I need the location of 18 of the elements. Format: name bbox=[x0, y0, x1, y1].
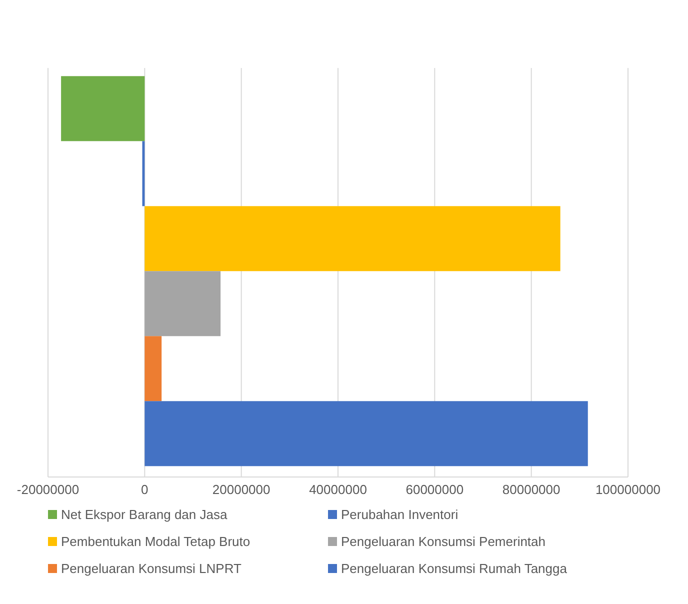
x-tick-label: 40000000 bbox=[309, 482, 367, 498]
x-tick-label: 80000000 bbox=[502, 482, 560, 498]
x-tick-label: 60000000 bbox=[406, 482, 464, 498]
legend-label: Pengeluaran Konsumsi Pemerintah bbox=[341, 534, 546, 549]
bar bbox=[144, 271, 221, 336]
x-tick-label: 0 bbox=[141, 482, 148, 498]
bar bbox=[144, 206, 560, 272]
legend-label: Pembentukan Modal Tetap Bruto bbox=[61, 534, 250, 549]
x-tick-label: 100000000 bbox=[595, 482, 661, 498]
bar bbox=[61, 76, 145, 142]
legend-label: Pengeluaran Konsumsi LNPRT bbox=[61, 561, 242, 576]
bar bbox=[144, 336, 162, 402]
x-tick-label: 20000000 bbox=[212, 482, 270, 498]
legend-label: Perubahan Inventori bbox=[341, 507, 458, 522]
x-tick-label: -20000000 bbox=[16, 482, 80, 498]
bar bbox=[144, 401, 588, 466]
legend-label: Pengeluaran Konsumsi Rumah Tangga bbox=[341, 561, 567, 576]
legend-label: Net Ekspor Barang dan Jasa bbox=[61, 507, 228, 522]
